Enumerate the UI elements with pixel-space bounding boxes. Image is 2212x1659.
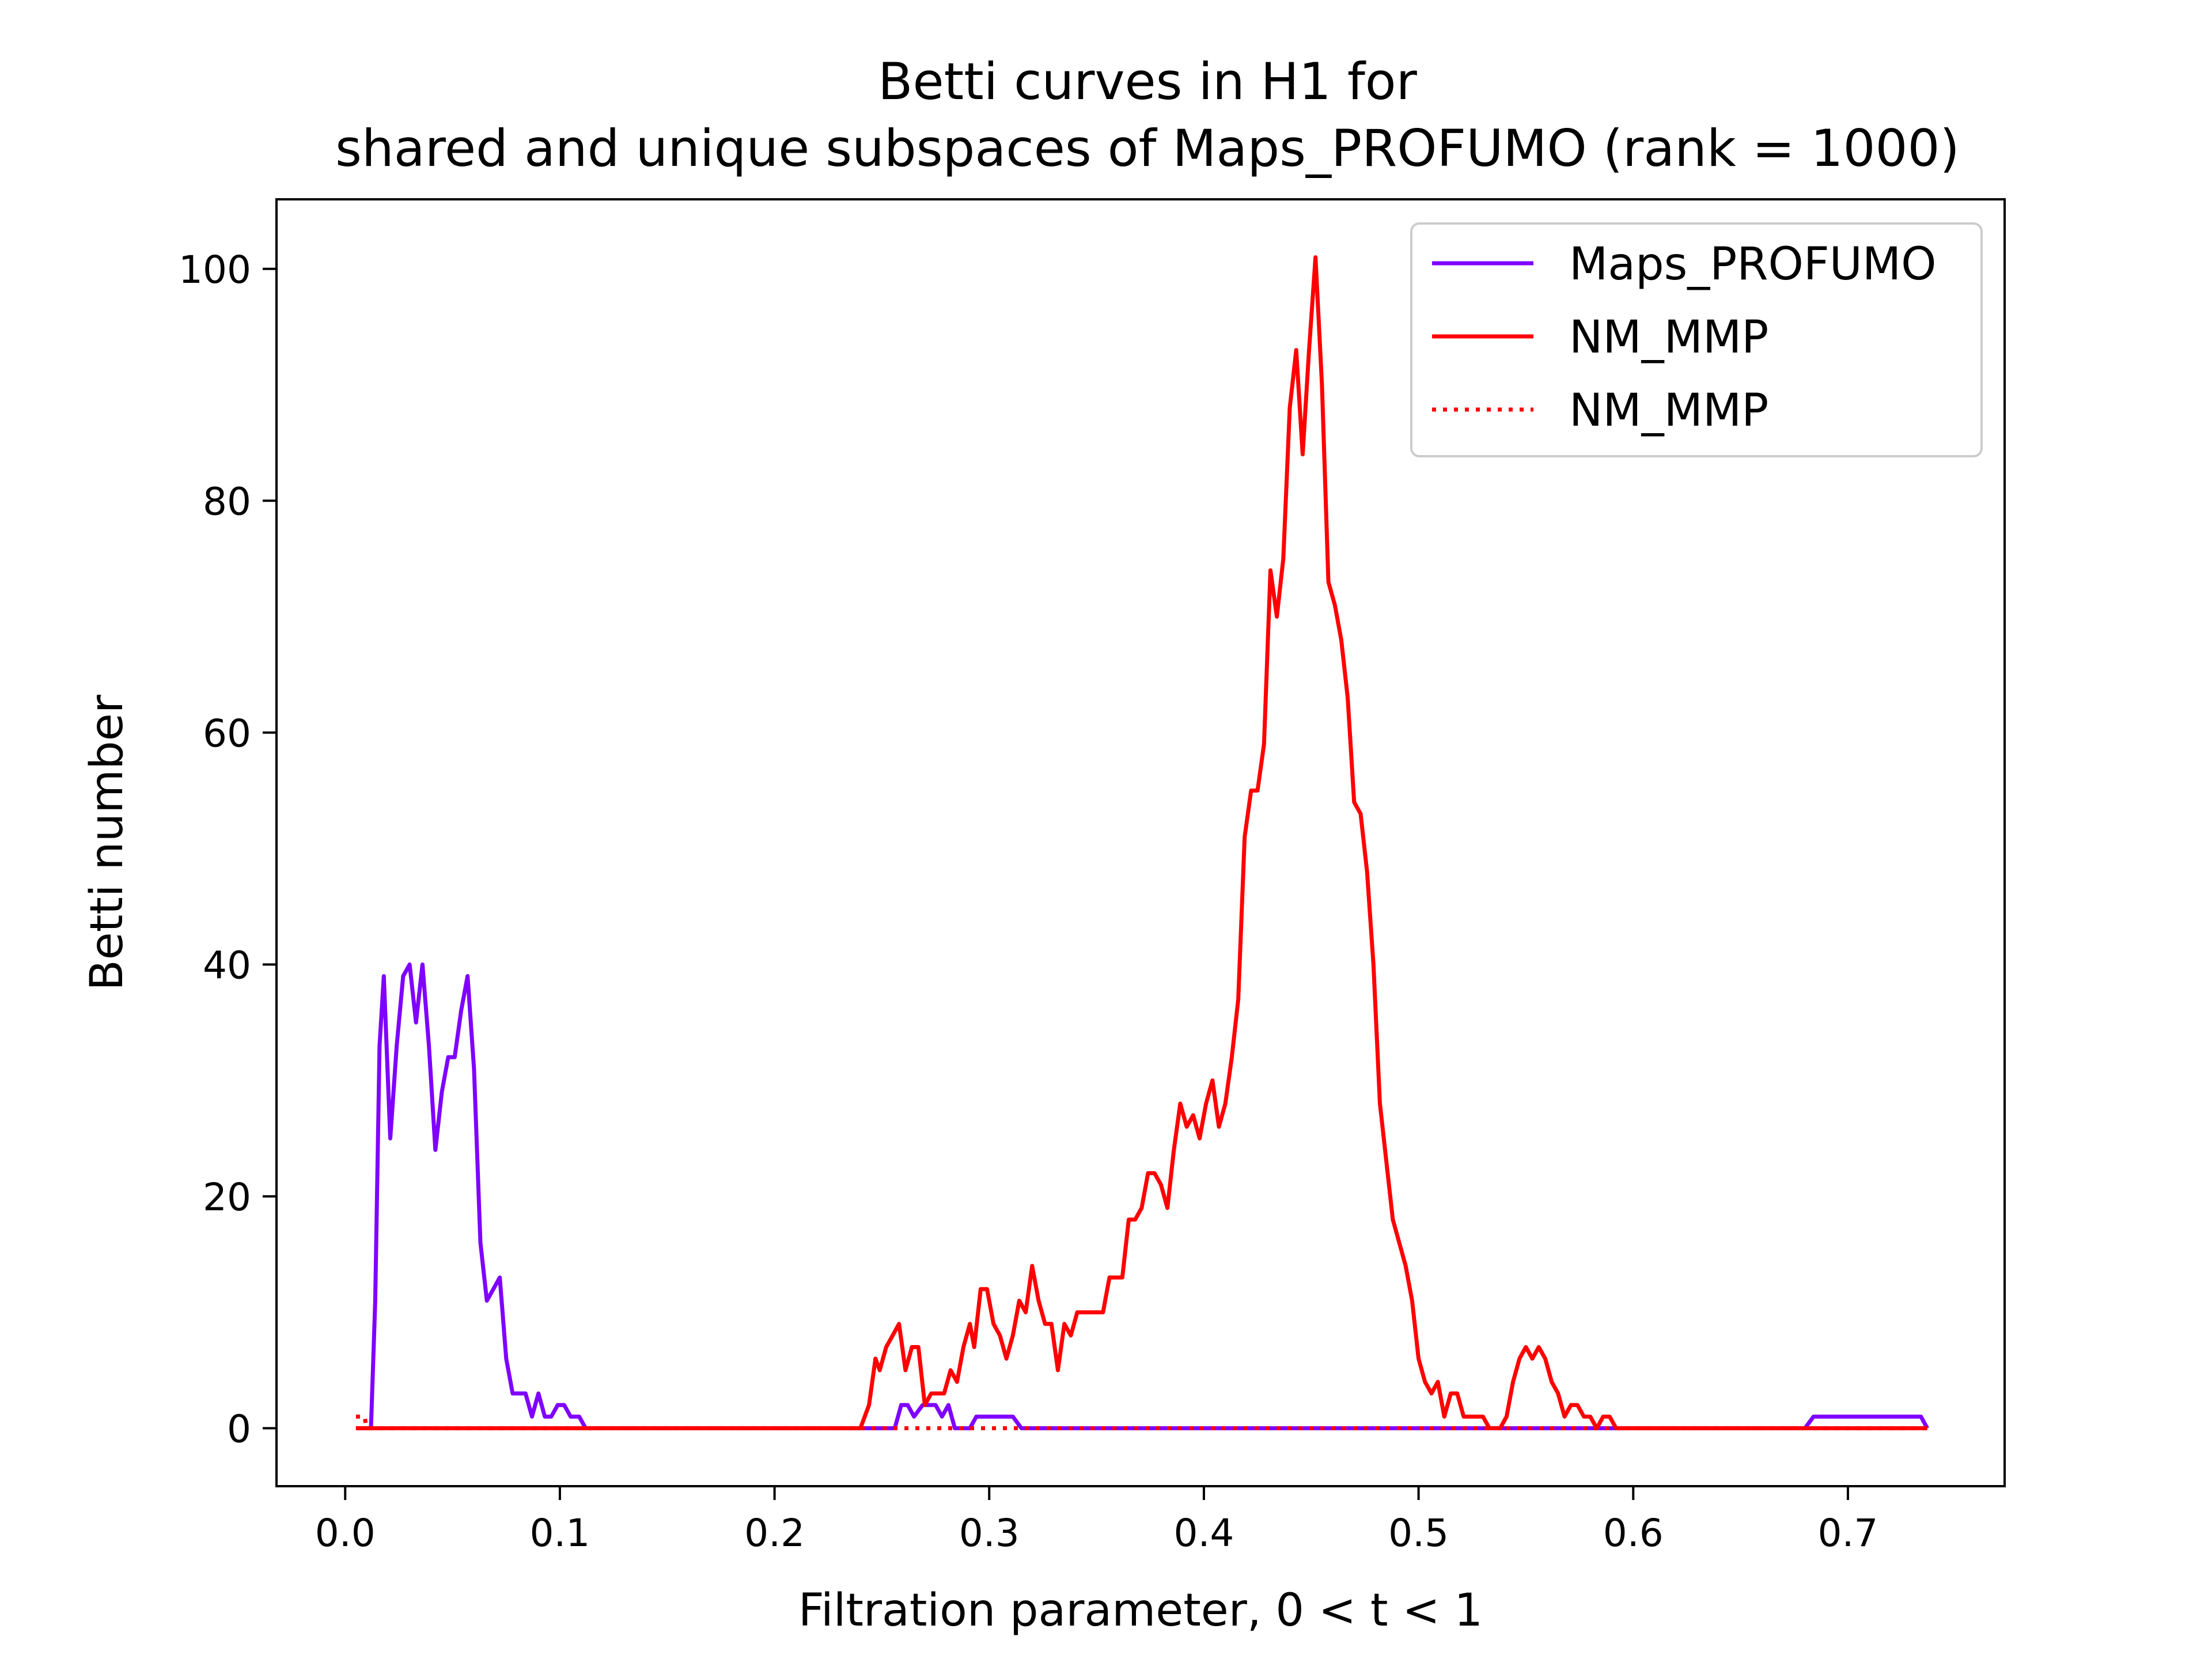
y-tick-label: 100	[179, 248, 251, 292]
x-tick-label: 0.5	[1388, 1511, 1449, 1555]
legend: Maps_PROFUMO NM_MMP NM_MMP	[1410, 222, 1983, 457]
y-axis-label: Betti number	[81, 694, 133, 990]
legend-label-nm-mmp-dotted: NM_MMP	[1569, 385, 1768, 437]
y-axis: 0 20 40 60 80 100	[179, 248, 276, 1451]
x-tick-label: 0.6	[1603, 1511, 1664, 1555]
legend-label-nm-mmp-solid: NM_MMP	[1569, 312, 1768, 363]
y-tick-label: 20	[203, 1175, 251, 1219]
series-line-maps-profumo	[355, 962, 1929, 1430]
x-tick-label: 0.7	[1817, 1511, 1878, 1555]
series-line-nm-mmp-solid	[355, 255, 1927, 1430]
series-line-nm-mmp-dotted	[355, 1414, 1927, 1430]
y-tick-label: 0	[227, 1407, 251, 1451]
y-tick-label: 40	[203, 943, 251, 987]
x-tick-label: 0.1	[529, 1511, 590, 1555]
x-tick-label: 0.4	[1173, 1511, 1234, 1555]
plot-frame	[275, 198, 2006, 1487]
legend-label-maps-profumo: Maps_PROFUMO	[1569, 238, 1937, 290]
x-axis-label: Filtration parameter, 0 < t < 1	[798, 1585, 1483, 1637]
x-tick-label: 0.3	[959, 1511, 1020, 1555]
chart-title-line-2: shared and unique subspaces of Maps_PROF…	[335, 119, 1960, 178]
y-tick-label: 80	[203, 479, 251, 524]
legend-box	[1410, 222, 1983, 457]
chart-title-line-1: Betti curves in H1 for	[878, 52, 1417, 111]
x-tick-label: 0.2	[744, 1511, 805, 1555]
x-axis: 0.0 0.1 0.2 0.3 0.4 0.5 0.6 0.7	[315, 1486, 1878, 1555]
x-tick-label: 0.0	[315, 1511, 376, 1555]
y-tick-label: 60	[203, 711, 251, 756]
series-layer	[355, 255, 1929, 1430]
